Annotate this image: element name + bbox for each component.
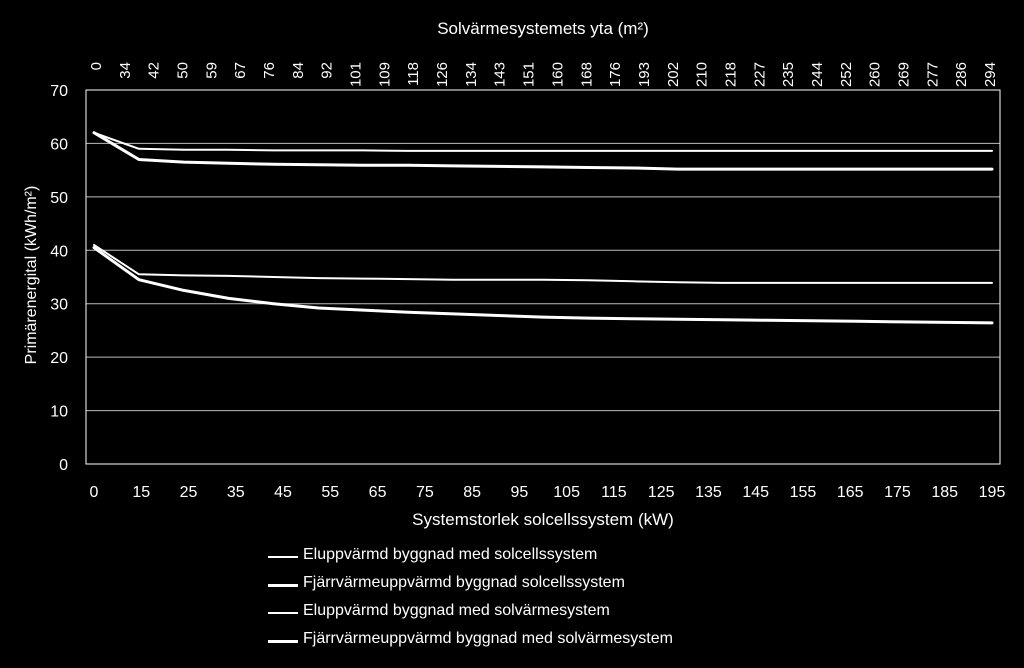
x-top-tick-label: 151 — [521, 62, 538, 87]
x-top-tick-label: 0 — [88, 62, 105, 70]
y-tick-label: 50 — [50, 190, 68, 207]
x-top-tick-label: 67 — [232, 62, 249, 79]
x-bottom-tick-label: 145 — [742, 484, 769, 501]
x-top-tick-label: 160 — [549, 62, 566, 87]
x-top-tick-label: 210 — [694, 62, 711, 87]
x-axis-title: Systemstorlek solcellssystem (kW) — [412, 510, 674, 529]
x-bottom-tick-labels: 0 15 25 35 45 55 65 75 85 95 105 115 125 135 145 155 165… — [90, 484, 1006, 501]
x-bottom-tick-label: 185 — [931, 484, 958, 501]
x-top-tick-label: 134 — [463, 62, 480, 87]
x-top-tick-label: 118 — [405, 62, 422, 86]
x-top-tick-label: 193 — [636, 62, 653, 87]
legend: Eluppvärmd byggnad med solcellssystem Fj… — [268, 542, 828, 654]
x-top-tick-label: 202 — [665, 62, 682, 87]
x-top-axis-title: Solvärmesystemets yta (m²) — [437, 19, 649, 38]
x-top-tick-label: 50 — [175, 62, 192, 79]
x-bottom-tick-label: 125 — [648, 484, 675, 501]
series-line — [92, 246, 994, 325]
x-top-tick-label: 168 — [578, 62, 595, 87]
x-bottom-tick-label: 15 — [132, 484, 150, 501]
y-tick-label: 20 — [50, 350, 68, 367]
y-axis-title: Primärenergital (kWh/m²) — [23, 186, 40, 365]
x-top-tick-labels: 0 34 42 50 59 67 76 84 92 101 109 118 126 134 143 151 16… — [88, 62, 999, 87]
legend-label: Fjärrvärmeuppvärmd byggnad solcellssyste… — [303, 574, 625, 591]
x-bottom-tick-label: 105 — [553, 484, 580, 501]
x-top-tick-label: 42 — [146, 62, 163, 79]
x-top-tick-label: 76 — [261, 62, 278, 79]
x-bottom-tick-label: 55 — [321, 484, 339, 501]
legend-swatch — [268, 612, 298, 614]
x-bottom-tick-label: 95 — [510, 484, 528, 501]
legend-swatch — [268, 584, 298, 587]
axes — [85, 89, 1001, 465]
legend-label: Fjärrvärmeuppvärmd byggnad med solvärmes… — [303, 630, 673, 647]
x-bottom-tick-label: 35 — [227, 484, 245, 501]
x-bottom-tick-label: 115 — [601, 484, 627, 501]
legend-item: Fjärrvärmeuppvärmd byggnad solcellssyste… — [268, 570, 828, 598]
x-top-tick-label: 235 — [780, 62, 797, 87]
x-bottom-tick-label: 45 — [274, 484, 292, 501]
y-tick-labels: 0 10 20 30 40 50 60 70 — [50, 83, 68, 474]
series-line — [92, 131, 994, 171]
legend-label: Eluppvärmd byggnad med solvärmesystem — [303, 602, 610, 619]
y-tick-label: 60 — [50, 136, 68, 153]
x-top-tick-label: 101 — [348, 62, 365, 87]
series-lines — [92, 131, 994, 325]
x-top-tick-label: 218 — [722, 62, 739, 87]
x-bottom-tick-label: 85 — [463, 484, 481, 501]
gridlines — [86, 142, 1000, 412]
x-top-tick-label: 84 — [290, 62, 307, 79]
series-line — [93, 131, 993, 152]
legend-swatch — [268, 556, 298, 558]
x-top-tick-label: 269 — [895, 62, 912, 87]
x-top-tick-label: 252 — [838, 62, 855, 87]
y-tick-label: 0 — [59, 457, 68, 474]
x-top-tick-label: 109 — [376, 62, 393, 87]
x-top-tick-label: 143 — [492, 62, 509, 87]
x-top-tick-label: 286 — [953, 62, 970, 87]
x-bottom-tick-label: 175 — [884, 484, 911, 501]
y-tick-label: 40 — [50, 243, 68, 260]
legend-item: Fjärrvärmeuppvärmd byggnad med solvärmes… — [268, 626, 828, 654]
x-bottom-tick-label: 165 — [837, 484, 864, 501]
y-tick-label: 10 — [50, 404, 68, 421]
x-top-tick-label: 227 — [751, 62, 768, 87]
x-bottom-tick-label: 195 — [979, 484, 1006, 501]
legend-label: Eluppvärmd byggnad med solcellssystem — [303, 546, 598, 563]
x-top-tick-label: 59 — [203, 62, 220, 79]
y-tick-label: 70 — [50, 83, 68, 100]
series-line — [93, 243, 993, 284]
x-bottom-tick-label: 75 — [416, 484, 434, 501]
x-bottom-tick-label: 0 — [90, 484, 99, 501]
x-top-tick-label: 294 — [982, 62, 999, 87]
x-bottom-tick-label: 155 — [790, 484, 817, 501]
x-top-tick-label: 260 — [867, 62, 884, 87]
x-bottom-tick-label: 135 — [695, 484, 722, 501]
x-top-tick-label: 126 — [434, 62, 451, 87]
legend-swatch — [268, 640, 298, 643]
x-top-tick-label: 176 — [607, 62, 624, 87]
y-tick-label: 30 — [50, 297, 68, 314]
legend-item: Eluppvärmd byggnad med solvärmesystem — [268, 598, 828, 626]
x-top-tick-label: 92 — [319, 62, 336, 79]
x-bottom-tick-label: 25 — [180, 484, 198, 501]
x-top-tick-label: 277 — [924, 62, 941, 87]
plot-area-border — [85, 89, 1001, 465]
x-bottom-tick-label: 65 — [369, 484, 387, 501]
x-top-tick-label: 34 — [117, 62, 134, 79]
legend-item: Eluppvärmd byggnad med solcellssystem — [268, 542, 828, 570]
x-top-tick-label: 244 — [809, 62, 826, 87]
